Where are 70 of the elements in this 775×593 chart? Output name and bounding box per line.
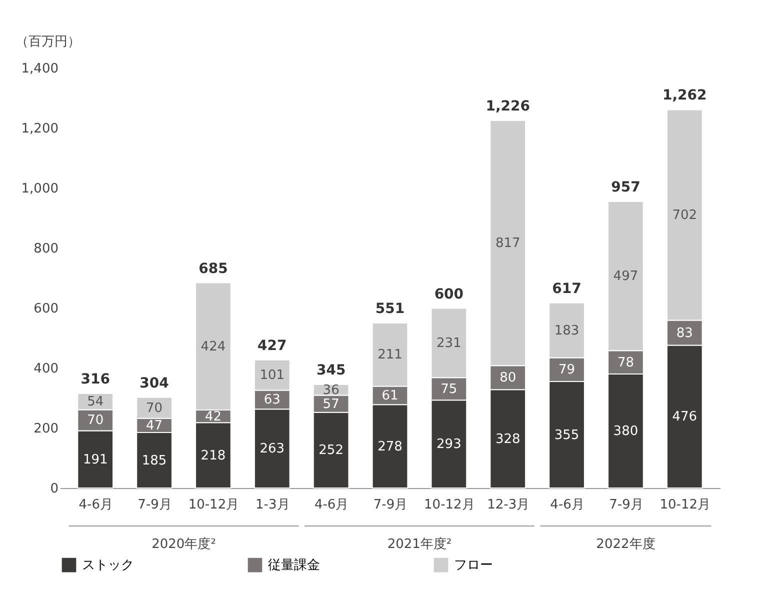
data-label: 191 xyxy=(82,452,108,468)
data-label: 355 xyxy=(554,428,580,443)
data-label: 380 xyxy=(613,424,638,439)
x-tick-label: 7-9月 xyxy=(609,498,644,512)
x-tick-label: 1-3月 xyxy=(256,498,290,512)
y-tick-label: 400 xyxy=(34,362,58,376)
x-tick-label: 4-6月 xyxy=(314,498,349,512)
total-label: 551 xyxy=(375,301,405,317)
x-tick-label: 4-6月 xyxy=(78,498,113,512)
text: 2022年度 xyxy=(596,536,656,552)
data-label: 293 xyxy=(436,437,462,452)
y-tick-label: 1,000 xyxy=(21,182,58,196)
data-label: 185 xyxy=(142,453,167,468)
x-tick-label: 7-9月 xyxy=(138,498,172,512)
data-label: 54 xyxy=(87,394,104,410)
data-label: 47 xyxy=(146,418,163,434)
y-tick-label: 800 xyxy=(34,242,58,256)
data-label: 424 xyxy=(200,339,226,354)
data-label: 252 xyxy=(318,443,344,458)
data-label: 231 xyxy=(436,336,462,351)
total-label: 316 xyxy=(80,372,110,388)
x-tick-label: 10-12月 xyxy=(188,498,240,512)
total-label: 1,226 xyxy=(486,98,530,114)
data-label: 70 xyxy=(146,400,163,416)
x-tick-label: 4-6月 xyxy=(550,498,584,512)
y-tick-label: 0 xyxy=(50,482,58,496)
data-label: 476 xyxy=(672,410,698,425)
text: 2020年度² xyxy=(152,536,216,552)
y-tick-label: 1,200 xyxy=(21,122,58,136)
legend-label: フロー xyxy=(454,558,493,574)
data-label: 702 xyxy=(672,208,698,223)
y-tick-label: 1,400 xyxy=(21,62,58,76)
text: 2021年度² xyxy=(387,536,452,552)
data-label: 70 xyxy=(87,413,104,428)
data-label: 63 xyxy=(264,392,280,408)
data-label: 57 xyxy=(322,396,340,412)
total-label: 427 xyxy=(258,338,287,354)
total-label: 304 xyxy=(140,375,170,392)
data-label: 61 xyxy=(382,388,398,404)
data-label: 218 xyxy=(200,448,226,464)
y-tick-label: 200 xyxy=(34,422,58,436)
total-label: 685 xyxy=(198,260,228,277)
x-tick-label: 12-3月 xyxy=(487,498,530,512)
x-tick-label: 7-9月 xyxy=(373,498,408,512)
data-label: 83 xyxy=(676,326,693,341)
data-label: 75 xyxy=(440,382,458,397)
data-label: 211 xyxy=(378,348,402,363)
data-label: 263 xyxy=(260,442,285,457)
data-label: 497 xyxy=(613,269,638,284)
data-label: 80 xyxy=(500,370,516,386)
data-label: 42 xyxy=(204,409,222,424)
data-label: 817 xyxy=(495,236,520,252)
legend-label: 従量課金 xyxy=(268,558,320,574)
legend-label: ストック xyxy=(82,558,134,574)
data-label: 79 xyxy=(558,362,576,378)
data-label: 328 xyxy=(495,432,520,447)
x-tick-label: 10-12月 xyxy=(424,498,475,512)
data-label: 278 xyxy=(378,439,402,454)
data-label: 101 xyxy=(260,368,285,384)
total-label: 617 xyxy=(552,280,582,297)
data-label: 183 xyxy=(554,323,580,338)
data-label: 78 xyxy=(617,355,634,370)
total-label: 1,262 xyxy=(662,88,707,104)
y-tick-label: 600 xyxy=(34,302,58,316)
total-label: 600 xyxy=(434,286,464,302)
total-label: 345 xyxy=(316,362,346,378)
x-tick-label: 10-12月 xyxy=(660,498,711,512)
data-label: 36 xyxy=(322,382,340,398)
total-label: 957 xyxy=(611,180,640,196)
y-axis-title: （百万円） xyxy=(16,34,80,50)
